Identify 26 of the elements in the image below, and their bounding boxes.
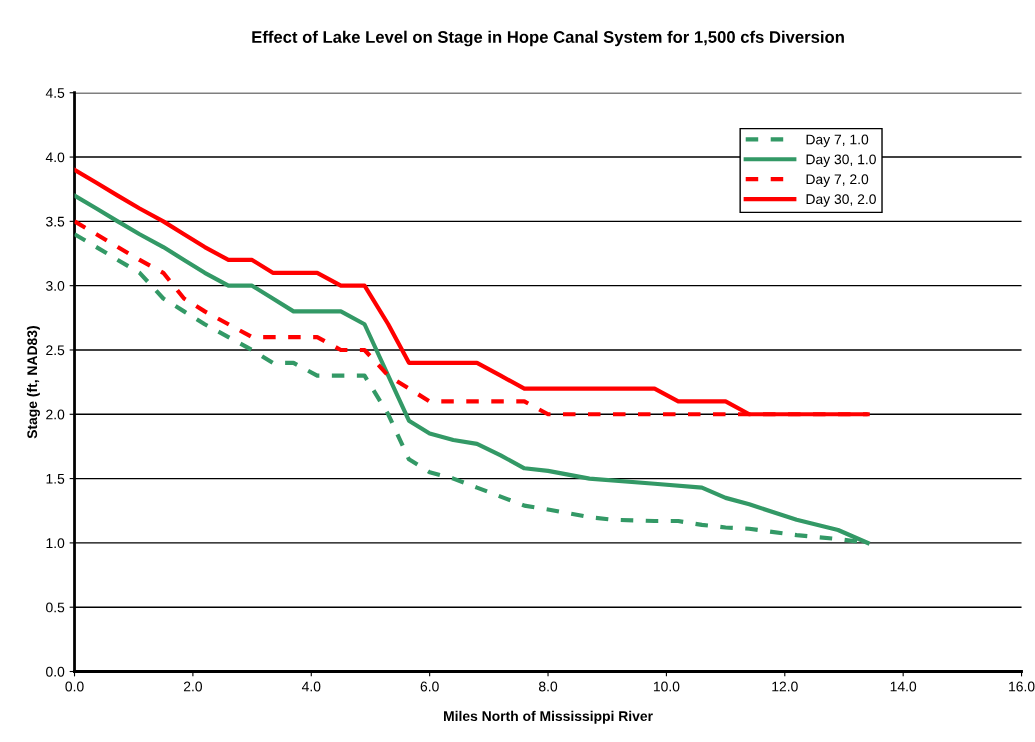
x-tick-label: 4.0 (301, 681, 321, 692)
legend-label: Day 7, 2.0 (806, 174, 869, 187)
x-tick-label: 10.0 (653, 681, 680, 692)
x-axis-title: Miles North of Mississippi River (444, 710, 653, 724)
chart-title: Effect of Lake Level on Stage in Hope Canal System for 1,500 cfs Diversion (252, 30, 844, 47)
legend-label: Day 30, 2.0 (806, 194, 876, 207)
y-tick-label: 4.5 (45, 88, 65, 98)
y-axis-title: Stage (ft, NAD83) (26, 326, 40, 439)
y-tick-label: 3.5 (46, 216, 65, 227)
x-tick-label: 16.0 (1009, 681, 1035, 692)
x-tick-label: 0.0 (65, 681, 84, 692)
x-tick-label: 6.0 (420, 681, 439, 692)
y-tick-label: 2.0 (46, 409, 65, 420)
x-tick-label: 2.0 (183, 681, 203, 692)
y-tick-label: 2.5 (46, 345, 65, 356)
y-tick-label: 3.0 (46, 281, 65, 291)
legend-label: Day 30, 1.0 (806, 154, 876, 168)
y-tick-label: 1.0 (46, 538, 65, 549)
y-tick-label: 0.5 (46, 602, 65, 613)
y-tick-label: 1.5 (46, 474, 65, 484)
legend-label: Day 7, 1.0 (806, 134, 869, 148)
x-tick-label: 14.0 (890, 681, 917, 692)
x-tick-label: 8.0 (538, 681, 558, 692)
y-tick-label: 4.0 (45, 152, 65, 163)
y-tick-label: 0.0 (46, 666, 65, 677)
x-tick-label: 12.0 (772, 681, 798, 692)
